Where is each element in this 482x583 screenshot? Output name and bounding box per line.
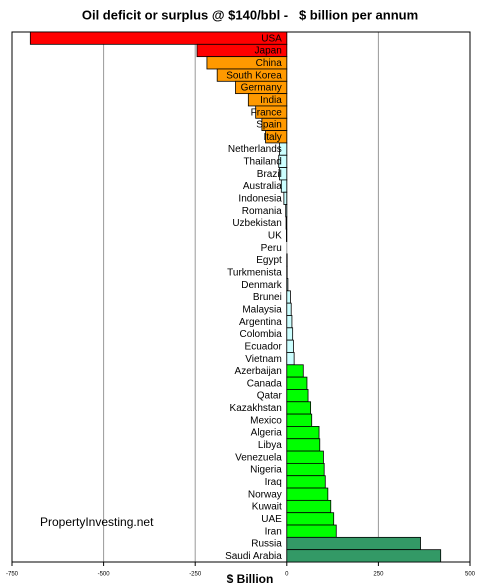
bar	[286, 339, 294, 353]
category-label: Malaysia	[242, 304, 282, 315]
category-label: Japan	[255, 46, 282, 57]
category-label: Indonesia	[238, 194, 282, 205]
bar	[286, 364, 304, 378]
bar	[286, 302, 292, 316]
bar	[286, 512, 335, 526]
bar	[286, 536, 421, 551]
x-tick-label: 250	[373, 572, 384, 578]
category-label: Romania	[242, 206, 282, 217]
category-label: Spain	[256, 120, 282, 131]
bar	[286, 389, 309, 403]
category-label: China	[256, 58, 283, 69]
bar	[285, 216, 288, 230]
x-tick-label: -250	[189, 572, 202, 578]
category-label: Brazil	[257, 169, 282, 180]
category-label: Iraq	[265, 477, 282, 488]
category-label: Saudi Arabia	[225, 551, 282, 562]
bar	[286, 549, 442, 563]
category-label: Denmark	[241, 280, 283, 291]
category-label: Azerbaijan	[235, 366, 282, 377]
bar	[286, 327, 294, 341]
category-label: Argentina	[239, 317, 282, 328]
category-label: USA	[261, 33, 282, 44]
plot-border	[11, 31, 471, 563]
category-label: India	[260, 95, 282, 106]
bar	[286, 462, 325, 477]
bar	[286, 290, 291, 304]
category-label: Norway	[248, 489, 282, 500]
category-label: Iran	[265, 526, 282, 537]
category-label: Thailand	[243, 157, 281, 168]
x-tick-label: -750	[6, 572, 19, 578]
category-label: Vietnam	[245, 354, 282, 365]
category-label: Turkmenista	[227, 267, 282, 278]
category-label: Ecuador	[245, 341, 283, 352]
bar	[286, 438, 321, 452]
category-label: Uzbekistan	[232, 218, 281, 229]
bar	[286, 315, 293, 329]
category-label: Netherlands	[228, 144, 282, 155]
bar	[286, 499, 332, 514]
category-label: UAE	[261, 514, 282, 525]
bar	[286, 475, 326, 489]
category-label: Nigeria	[250, 465, 282, 476]
bar	[286, 278, 289, 292]
x-tick-label: 500	[465, 572, 476, 578]
chart-title: Oil deficit or surplus @ $140/bbl - $ bi…	[82, 7, 418, 22]
bar	[285, 204, 288, 218]
x-tick-label: 0	[285, 572, 289, 578]
category-label: Canada	[247, 378, 282, 389]
bar	[286, 376, 308, 390]
bar	[280, 179, 288, 193]
bar	[286, 401, 312, 415]
category-label: Kuwait	[252, 502, 282, 513]
bar	[286, 487, 329, 501]
x-tick-label: -500	[98, 572, 111, 578]
bar	[286, 352, 295, 366]
category-label: Egypt	[256, 255, 282, 266]
bar	[286, 450, 324, 464]
category-label: France	[251, 107, 283, 118]
category-label: Venezuela	[235, 452, 282, 463]
x-axis-label: $ Billion	[227, 572, 274, 583]
category-label: UK	[268, 231, 282, 242]
category-label: Colombia	[240, 329, 283, 340]
category-label: Brunei	[253, 292, 282, 303]
watermark: PropertyInvesting.net	[40, 515, 154, 529]
category-label: Russia	[251, 539, 282, 550]
category-label: Algeria	[251, 428, 283, 439]
bar	[286, 524, 337, 538]
category-label: Libya	[258, 440, 282, 451]
bar	[286, 426, 320, 440]
bar	[29, 31, 288, 45]
category-label: Peru	[261, 243, 282, 254]
category-label: Mexico	[250, 415, 282, 426]
category-label: Italy	[263, 132, 281, 143]
bar	[265, 130, 288, 144]
bar	[286, 413, 313, 427]
category-label: South Korea	[226, 70, 282, 81]
category-label: Qatar	[257, 391, 283, 402]
bar	[283, 191, 288, 205]
category-label: Kazakhstan	[230, 403, 282, 414]
category-label: Germany	[241, 83, 282, 94]
category-label: Australia	[243, 181, 282, 192]
